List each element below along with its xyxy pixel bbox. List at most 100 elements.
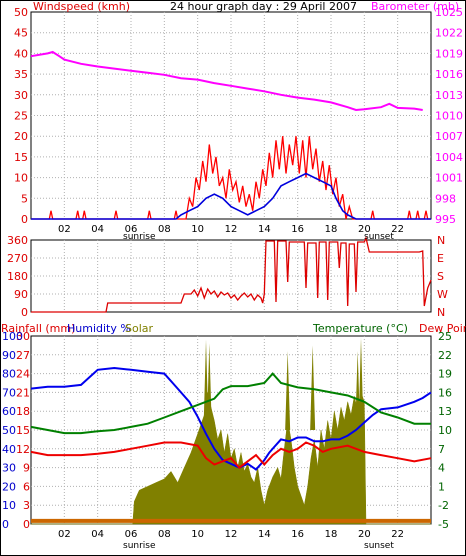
sunrise-label-bottom: sunrise	[123, 541, 156, 551]
low-x-tick-02: 02	[58, 529, 71, 540]
windspeed-tick-20: 20	[14, 130, 28, 143]
rain-tick-6: 6	[23, 480, 30, 493]
solar-spike-1	[206, 343, 212, 430]
wind-x-tick-14: 14	[258, 224, 271, 235]
barometer-axis-label: Barometer (mb)	[371, 0, 459, 13]
temperature-tick--5: -5	[438, 518, 449, 531]
windspeed-tick-5: 5	[21, 192, 28, 205]
humidity-line	[30, 366, 432, 471]
windspeed-avg-line	[31, 172, 431, 220]
temperature-tick-13: 13	[438, 405, 452, 418]
direction-compass-1: W	[437, 288, 448, 301]
humidity-tick-10: 10	[2, 499, 16, 512]
rain-tick-24: 24	[16, 368, 30, 381]
windspeed-tick-40: 40	[14, 47, 28, 60]
low-x-tick-22: 22	[391, 529, 404, 540]
low-x-tick-16: 16	[291, 529, 304, 540]
solar-spike-4	[355, 351, 361, 430]
humidity-tick-100: 100	[2, 330, 23, 343]
rainfall-label: Rainfall (mm)	[1, 322, 75, 335]
humidity-tick-90: 90	[2, 349, 16, 362]
temperature-tick-7: 7	[438, 443, 445, 456]
windspeed-tick-0: 0	[21, 213, 28, 226]
direction-compass-4: N	[437, 234, 445, 247]
windspeed-tick-10: 10	[14, 172, 28, 185]
direction-tick-90: 90	[14, 288, 28, 301]
dew-point-line	[30, 441, 432, 469]
barometer-tick-1001: 1001	[435, 172, 463, 185]
humidity-tick-30: 30	[2, 462, 16, 475]
windspeed-gust-line	[31, 136, 431, 220]
low-x-tick-08: 08	[158, 529, 171, 540]
sunset-label-bottom: sunset	[364, 541, 394, 551]
windspeed-tick-35: 35	[14, 68, 28, 81]
barometer-tick-998: 998	[435, 192, 456, 205]
wind-x-tick-04: 04	[91, 224, 104, 235]
dew-point-label: Dew Point	[419, 322, 466, 335]
direction-compass-3: E	[437, 252, 444, 265]
temperature-tick--2: -2	[438, 499, 449, 512]
rain-tick-15: 15	[16, 424, 30, 437]
solar-spike-3	[310, 345, 316, 430]
humidity-tick-80: 80	[2, 368, 16, 381]
sunset-label-top: sunset	[364, 232, 394, 242]
rain-tick-27: 27	[16, 349, 30, 362]
direction-compass-2: S	[437, 270, 444, 283]
rain-tick-3: 3	[23, 499, 30, 512]
barometer-tick-1022: 1022	[435, 27, 463, 40]
windspeed-tick-30: 30	[14, 89, 28, 102]
wind-x-tick-06: 06	[125, 224, 138, 235]
barometer-tick-1025: 1025	[435, 6, 463, 19]
rain-tick-21: 21	[16, 386, 30, 399]
direction-compass-0: N	[437, 306, 445, 319]
low-x-tick-12: 12	[225, 529, 238, 540]
windspeed-axis-label: Windspeed (kmh)	[33, 0, 130, 13]
temperature-tick-10: 10	[438, 424, 452, 437]
temperature-tick-1: 1	[438, 480, 445, 493]
sunrise-label-top: sunrise	[123, 232, 156, 242]
low-x-tick-20: 20	[358, 529, 371, 540]
solar-spike-5	[358, 337, 364, 430]
barometer-tick-1019: 1019	[435, 47, 463, 60]
temperature-line	[30, 372, 431, 435]
direction-line	[31, 235, 432, 313]
wind-x-tick-02: 02	[58, 224, 71, 235]
windspeed-tick-45: 45	[14, 27, 28, 40]
low-x-tick-04: 04	[91, 529, 104, 540]
windspeed-tick-15: 15	[14, 151, 28, 164]
wind-x-tick-10: 10	[191, 224, 204, 235]
humidity-tick-0: 0	[2, 518, 9, 531]
wind-x-tick-22: 22	[391, 224, 404, 235]
temperature-tick-25: 25	[438, 330, 452, 343]
rain-tick-12: 12	[16, 443, 30, 456]
direction-tick-360: 360	[7, 234, 28, 247]
low-x-tick-06: 06	[125, 529, 138, 540]
barometer-tick-1007: 1007	[435, 130, 463, 143]
rain-tick-18: 18	[16, 405, 30, 418]
wind-x-tick-12: 12	[225, 224, 238, 235]
low-x-tick-18: 18	[325, 529, 338, 540]
barometer-tick-995: 995	[435, 213, 456, 226]
barometer-tick-1010: 1010	[435, 110, 463, 123]
temperature-tick-16: 16	[438, 386, 452, 399]
wind-x-tick-18: 18	[325, 224, 338, 235]
direction-tick-270: 270	[7, 252, 28, 265]
barometer-tick-1013: 1013	[435, 89, 463, 102]
series-layer	[30, 50, 432, 523]
windspeed-tick-50: 50	[14, 6, 28, 19]
rain-tick-30: 30	[16, 330, 30, 343]
wind-x-tick-16: 16	[291, 224, 304, 235]
temperature-tick-19: 19	[438, 368, 452, 381]
temperature-tick-4: 4	[438, 462, 445, 475]
solar-spike-2	[285, 351, 291, 430]
humidity-tick-60: 60	[2, 405, 16, 418]
wind-x-tick-20: 20	[358, 224, 371, 235]
windspeed-tick-25: 25	[14, 110, 28, 123]
humidity-tick-70: 70	[2, 386, 16, 399]
barometer-tick-1004: 1004	[435, 151, 463, 164]
barometer-tick-1016: 1016	[435, 68, 463, 81]
humidity-label: Humidity %	[67, 322, 131, 335]
direction-tick-0: 0	[21, 306, 28, 319]
humidity-tick-20: 20	[2, 480, 16, 493]
solar-spike-0	[203, 339, 209, 430]
